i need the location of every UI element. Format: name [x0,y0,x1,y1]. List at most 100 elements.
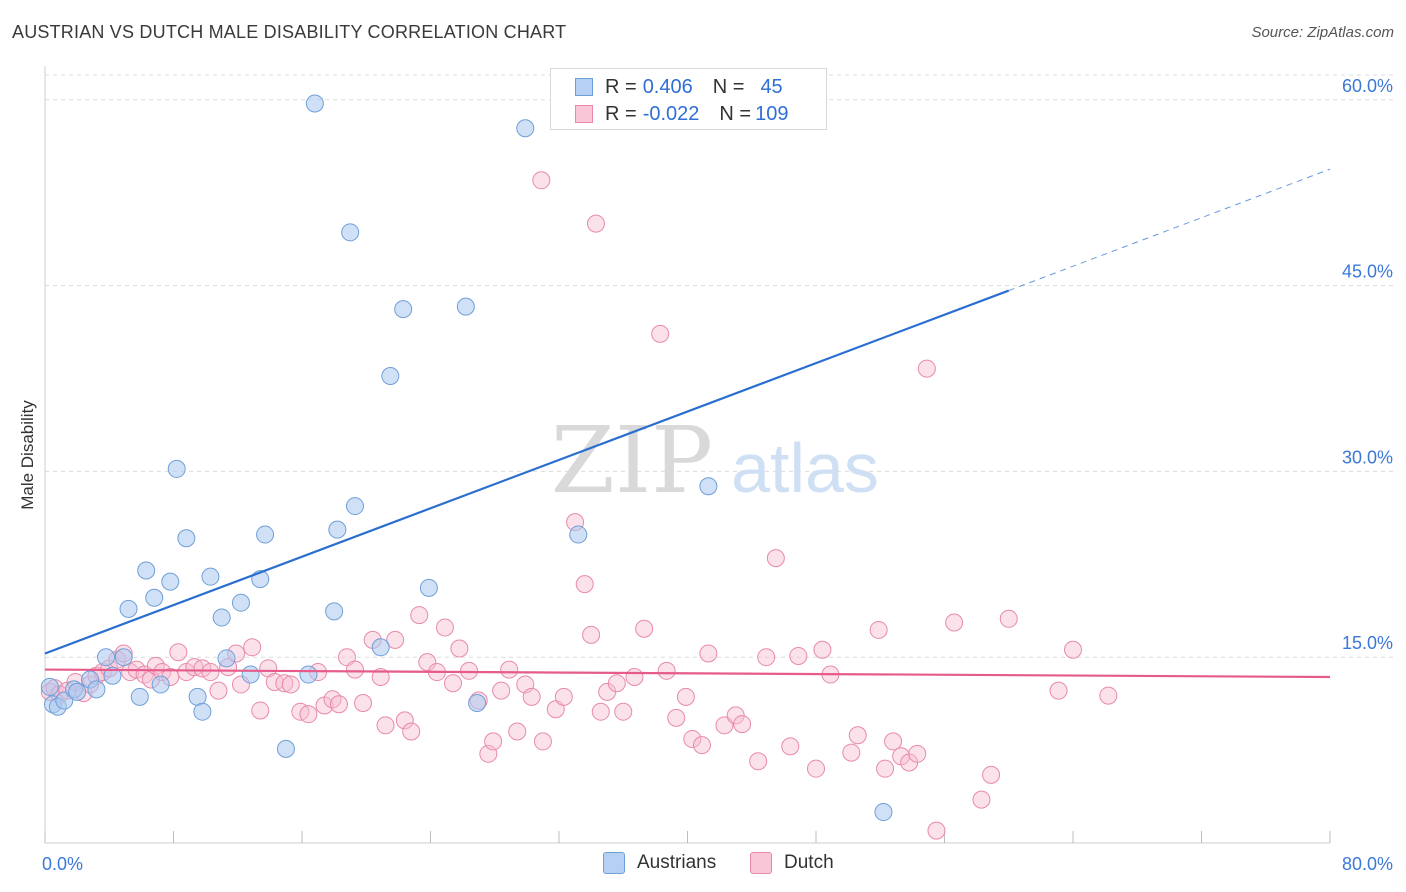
legend-row-dutch: R = -0.022 N = 109 [575,102,788,126]
austrian-point [177,529,196,548]
dutch-point [927,821,946,840]
y-tick-label: 15.0% [1342,633,1393,653]
dutch-point [402,722,421,741]
dutch-point [586,214,605,233]
dutch-point [386,630,405,649]
dutch-point [807,759,825,778]
austrian-point [193,702,212,721]
austrian-point [87,680,106,699]
dutch-point [757,648,776,667]
dutch-point [657,661,676,680]
austrian-point [419,578,438,597]
legend-n-label: N = [712,75,745,98]
dutch-point [582,625,601,644]
watermark-atlas: atlas [731,429,879,507]
dutch-point [251,701,270,720]
dutch-point [209,681,228,700]
austrian-point [305,94,324,113]
dutch-point [908,744,927,763]
austrian-point [97,648,116,667]
dutch-point [575,575,594,594]
dutch-point [500,660,519,679]
legend-swatch-austrians [603,852,625,874]
dutch-point [683,729,702,748]
austrian-point [341,223,360,242]
austrian-point [371,638,390,657]
austrian-point [456,297,475,316]
legend-n-label: N = [719,102,752,125]
dutch-point [443,674,462,693]
axes [44,66,1331,844]
austrian-point [114,648,133,667]
dutch-point [376,716,395,735]
legend-item-austrians: Austrians [603,852,716,874]
austrian-point [130,687,149,706]
y-axis-label: Male Disability [18,400,37,510]
austrian-point [231,593,250,612]
dutch-point [607,674,626,693]
dutch-point [275,674,294,693]
trend-lines [44,168,1331,679]
dutch-point [651,324,670,343]
dutch-trend-line [44,668,1331,679]
legend-label-austrians: Austrians [637,852,717,873]
austrian-point [217,649,236,668]
gridlines [45,74,1395,658]
source-note: Source: ZipAtlas.com [1251,24,1394,41]
legend-r-label: R = [605,75,637,98]
dutch-point [876,759,895,778]
y-tick-label: 45.0% [1342,262,1393,282]
austrian-point [394,300,413,319]
legend-r-label: R = [605,102,637,125]
dutch-point [733,715,752,734]
dutch-point [299,705,318,724]
dutch-point [869,620,888,639]
dutch-point [972,790,991,809]
austrian-point [201,567,220,586]
dutch-point [533,732,552,751]
legend-r-dutch: -0.022 [642,102,700,125]
austrian-points [40,92,893,822]
dutch-point [410,606,429,625]
legend-swatch-austrians [575,78,593,96]
dutch-point [243,638,262,657]
dutch-point [554,687,573,706]
dutch-point [789,646,808,665]
dutch-point [781,737,800,756]
stats-legend: R = 0.406 N = 45 R = -0.022 N = 109 [550,68,827,130]
dutch-point [281,675,300,694]
tick-labels: 15.0% 30.0% 45.0% 60.0% 0.0% 80.0% [42,76,1393,874]
austrian-point [299,665,318,684]
legend-n-dutch: 109 [755,102,789,125]
dutch-point [842,743,861,762]
dutch-point [508,722,527,741]
legend-row-austrians: R = 0.406 N = 45 [575,75,783,99]
austrian-point [468,694,487,713]
austrian-point [119,599,138,618]
legend-item-dutch: Dutch [750,852,834,874]
dutch-point [354,694,373,713]
dutch-point [201,663,220,682]
legend-swatch-dutch [750,852,772,874]
dutch-point [395,711,414,730]
dutch-point [1064,640,1082,659]
austrian-point [276,739,295,758]
dutch-point [945,613,964,632]
legend-swatch-dutch [575,105,593,123]
series-legend: Austrians Dutch [0,852,1406,878]
dutch-point [635,619,654,638]
dutch-point [749,752,768,771]
austrian-point [241,665,260,684]
watermark: ZIP atlas [551,407,879,514]
dutch-point [625,668,644,687]
austrian-point [103,666,122,685]
legend-n-austrians: 45 [760,75,783,98]
x-tick-label: 0.0% [42,854,83,874]
dutch-point [667,708,686,727]
y-tick-label: 60.0% [1342,76,1393,96]
dutch-point [1099,686,1118,705]
dutch-point [371,668,390,687]
dutch-point [999,609,1018,628]
dutch-point [766,549,785,568]
dutch-point [676,687,695,706]
